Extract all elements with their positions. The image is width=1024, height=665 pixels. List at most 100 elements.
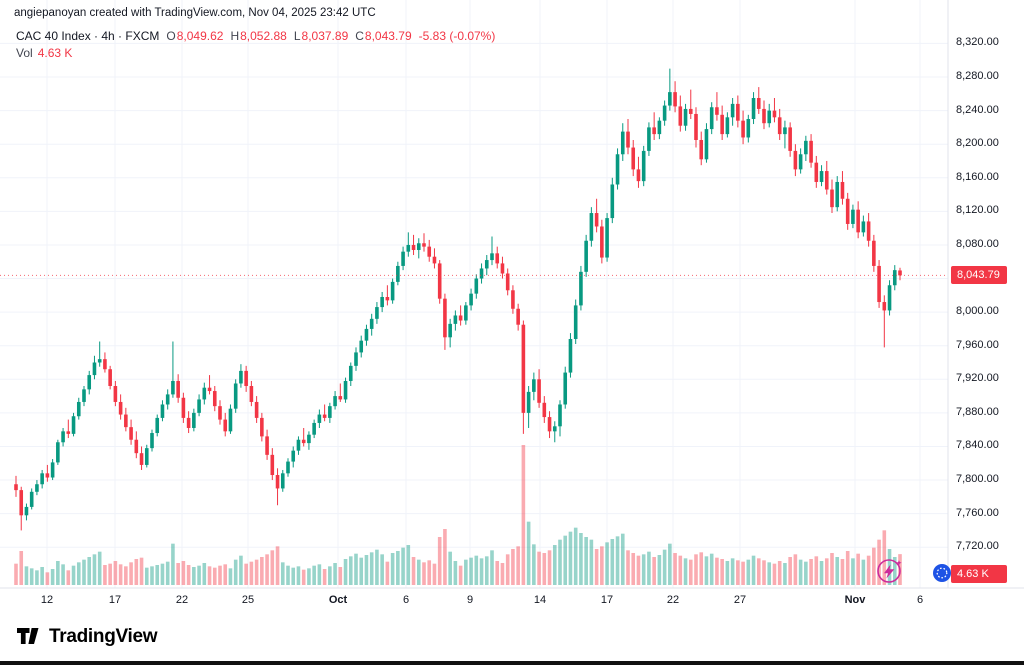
volume-bar	[788, 557, 792, 585]
time-tick-label: Oct	[328, 594, 348, 606]
candle-body	[448, 323, 452, 338]
volume-bar	[40, 567, 44, 585]
volume-bar	[547, 550, 552, 585]
candle-body	[354, 352, 358, 366]
volume-bar	[228, 568, 233, 585]
volume-bar	[484, 556, 489, 585]
price-tick-label: 7,960.00	[956, 338, 999, 351]
volume-bar	[260, 557, 264, 585]
volume-bar	[600, 546, 604, 585]
candle-body	[233, 383, 238, 409]
volume-bar	[134, 559, 139, 585]
volume-bar	[45, 572, 50, 585]
candle-body	[495, 253, 500, 264]
volume-bar	[317, 564, 322, 585]
volume-bar	[406, 545, 411, 585]
candle-body	[479, 268, 484, 279]
volume-bar	[124, 566, 128, 585]
candle-body	[312, 422, 316, 435]
volume-bar	[19, 551, 24, 585]
volume-bar	[385, 561, 390, 585]
candle-body	[186, 417, 191, 428]
time-axis[interactable]: 12 17 22 25 Oct 6 9 14 17 22 27 Nov 6	[0, 588, 948, 612]
volume-bar	[401, 547, 405, 585]
candle-body	[244, 370, 248, 386]
volume-bar	[657, 555, 662, 585]
volume-bar	[338, 567, 343, 585]
volume-bar	[448, 551, 452, 585]
candle-body	[275, 475, 280, 489]
candle-body	[783, 127, 787, 135]
candle-body	[715, 107, 719, 115]
candlestick-chart[interactable]	[0, 0, 1024, 612]
volume-bar	[882, 530, 887, 585]
volume-bar	[87, 557, 92, 585]
candle-body	[223, 419, 228, 432]
volume-bar	[798, 559, 803, 585]
candle-body	[40, 473, 44, 485]
volume-bar	[160, 563, 165, 585]
footer-brand[interactable]: TradingView	[0, 612, 1024, 661]
price-tick-label: 7,880.00	[956, 405, 999, 418]
time-tick-label: 22	[666, 594, 680, 606]
volume-bar	[192, 567, 196, 585]
volume-bar	[500, 563, 505, 585]
candle-body	[307, 434, 311, 444]
volume-bar	[71, 565, 76, 585]
candle-body	[804, 140, 808, 155]
candle-body	[317, 414, 322, 423]
candle-body	[793, 150, 798, 170]
ohlc-open: O 8,049.62	[166, 29, 224, 43]
candle-body	[898, 270, 902, 276]
last-volume-badge: 4.63 K	[951, 565, 1007, 583]
volume-bar	[244, 563, 248, 585]
volume-bar	[411, 557, 416, 585]
price-axis[interactable]: 8,320.00 8,280.00 8,240.00 8,200.00 8,160.00…	[952, 0, 1024, 588]
flash-boost-icon[interactable]	[876, 557, 904, 590]
price-tick-label: 8,120.00	[956, 204, 999, 217]
price-tick-label: 8,160.00	[956, 170, 999, 183]
volume-bar	[432, 563, 437, 585]
candle-body	[108, 369, 112, 386]
volume-bar	[458, 565, 463, 585]
candle-body	[845, 198, 850, 224]
candle-body	[469, 293, 473, 306]
candle-body	[29, 491, 34, 507]
symbol-title[interactable]: CAC 40 Index · 4h · FXCM	[16, 29, 160, 43]
volume-bar	[861, 559, 866, 585]
candle-body	[490, 253, 494, 261]
candle-body	[165, 394, 170, 405]
candle-body	[824, 171, 829, 190]
last-price-badge: 8,043.79	[951, 266, 1007, 285]
volume-bar	[322, 569, 327, 585]
time-tick-label: 6	[916, 594, 924, 606]
candle-body	[840, 181, 845, 199]
candle-body	[647, 127, 651, 151]
volume-bar	[699, 552, 704, 585]
volume-bar	[29, 568, 34, 585]
volume-bar	[605, 542, 609, 585]
candle-body	[505, 273, 510, 291]
volume-bar	[113, 561, 118, 585]
volume-bar	[579, 533, 583, 585]
candle-body	[218, 406, 222, 420]
volume-bar	[348, 556, 353, 585]
candle-body	[359, 340, 364, 353]
volume-bar	[474, 555, 479, 585]
volume-bar	[270, 550, 275, 585]
candle-body	[364, 328, 369, 341]
candle-body	[286, 461, 290, 474]
chart-legend: CAC 40 Index · 4h · FXCM O 8,049.62 H 8,05…	[16, 29, 495, 43]
candle-body	[772, 110, 777, 118]
candle-body	[861, 221, 866, 233]
volume-bar	[50, 569, 55, 585]
candle-body	[103, 359, 107, 370]
volume-bar	[542, 553, 547, 585]
candle-body	[887, 285, 892, 311]
time-tick-label: 22	[175, 594, 189, 606]
candle-body	[652, 127, 656, 135]
candle-body	[134, 439, 139, 454]
volume-bars	[14, 445, 902, 585]
price-tick-label: 8,240.00	[956, 103, 999, 116]
